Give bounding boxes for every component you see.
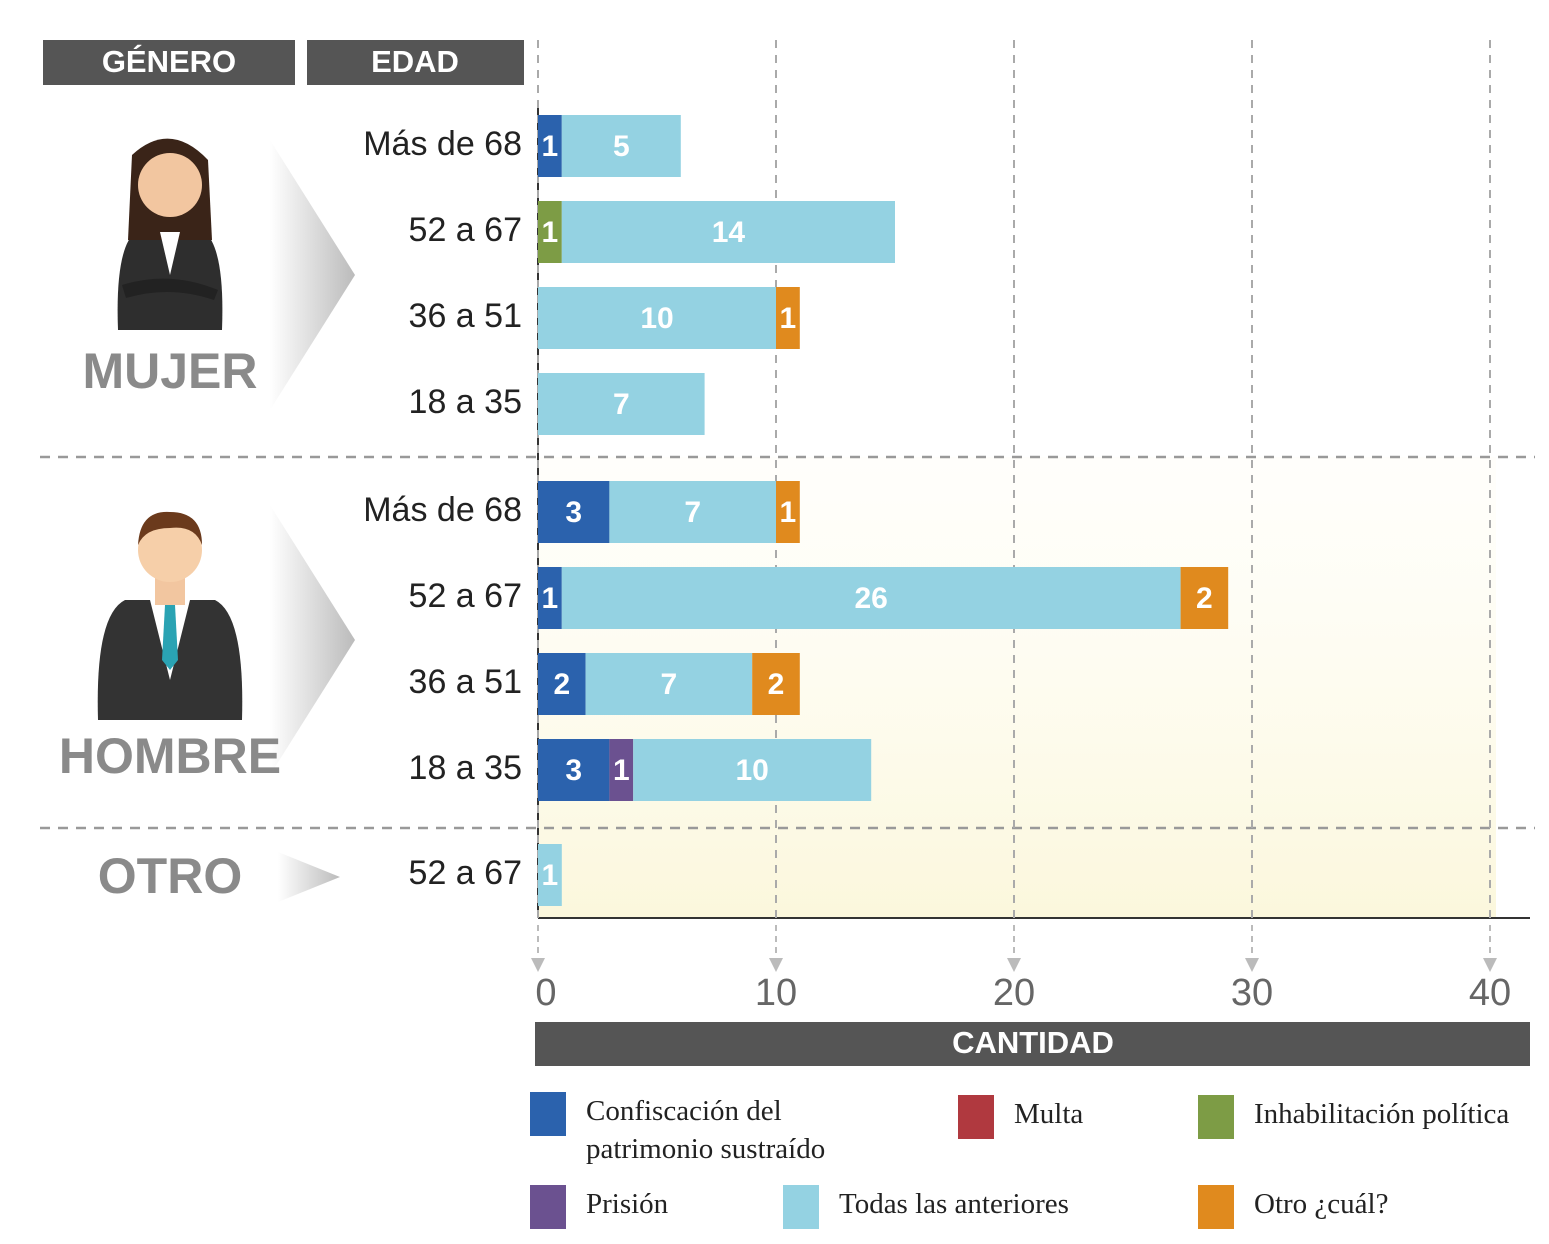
legend-swatch <box>1198 1185 1234 1229</box>
bar-segment <box>561 201 895 263</box>
y-tick-label: 52 a 67 <box>409 577 522 615</box>
header-box <box>43 40 295 85</box>
legend-label: Confiscación del patrimonio sustraído <box>586 1095 826 1165</box>
bar-segment <box>538 201 562 263</box>
tick-arrow <box>531 958 545 972</box>
value-label: 3 <box>565 496 582 529</box>
bar-segment <box>538 287 776 349</box>
y-tick-label: 18 a 35 <box>409 383 522 421</box>
header: GÉNERO <box>102 44 236 79</box>
chevron <box>270 140 355 410</box>
legend-label: Prisión <box>586 1188 669 1220</box>
y-tick-label: 52 a 67 <box>409 211 522 249</box>
legend-item: Confiscación del patrimonio sustraído <box>530 1092 916 1168</box>
y-tick-label: 18 a 35 <box>409 749 522 787</box>
bar-segment <box>1180 567 1229 629</box>
value-label: 1 <box>613 754 630 787</box>
legend-swatch <box>783 1185 819 1229</box>
bar-segment <box>538 844 562 906</box>
legend-swatch <box>958 1095 994 1139</box>
value-label: 1 <box>780 302 797 335</box>
value-label: 7 <box>613 388 630 421</box>
legend-item: Otro ¿cuál? <box>1198 1185 1388 1229</box>
value-label: 5 <box>613 130 630 163</box>
bar-segment <box>538 567 562 629</box>
value-label: 1 <box>542 130 559 163</box>
woman-icon <box>117 138 223 330</box>
bar-segment <box>776 481 800 543</box>
group-label: MUJER <box>82 343 257 399</box>
value-label: 3 <box>565 754 582 787</box>
chevron <box>270 505 355 775</box>
legend-item: Prisión <box>530 1185 668 1229</box>
y-tick-label: Más de 68 <box>363 491 522 529</box>
bar-segment <box>776 287 800 349</box>
value-label: 1 <box>542 582 559 615</box>
value-label: 1 <box>542 859 559 892</box>
x-tick-label: 30 <box>1231 972 1273 1014</box>
legend-item: Multa <box>958 1095 1083 1139</box>
group-label: OTRO <box>98 848 242 904</box>
bar-segment <box>633 739 872 801</box>
bar-segment <box>538 653 586 715</box>
header-box <box>307 40 524 85</box>
bar-segment <box>561 115 681 177</box>
value-label: 10 <box>640 302 673 335</box>
x-tick-label: 0 <box>535 972 556 1014</box>
x-tick-label: 10 <box>755 972 797 1014</box>
y-tick-label: Más de 68 <box>363 125 522 163</box>
value-label: 10 <box>736 754 769 787</box>
legend-swatch <box>530 1092 566 1136</box>
x-tick-label: 20 <box>993 972 1035 1014</box>
man-icon <box>97 511 243 720</box>
value-label: 1 <box>780 496 797 529</box>
value-label: 14 <box>712 216 746 249</box>
axis-label-box <box>535 1022 1530 1066</box>
legend-swatch <box>1198 1095 1234 1139</box>
value-label: 7 <box>661 668 678 701</box>
legend-swatch <box>530 1185 566 1229</box>
legend-label: Multa <box>1014 1098 1084 1130</box>
chevron <box>278 852 340 902</box>
bar-segment <box>609 739 634 801</box>
x-axis-label: CANTIDAD <box>952 1025 1114 1060</box>
legend-label: Todas las anteriores <box>839 1188 1069 1220</box>
tick-arrow <box>1007 958 1021 972</box>
value-label: 2 <box>768 668 785 701</box>
bar-segment <box>538 115 562 177</box>
value-label: 1 <box>542 216 559 249</box>
value-label: 2 <box>1196 582 1213 615</box>
tick-arrow <box>769 958 783 972</box>
y-tick-label: 52 a 67 <box>409 854 522 892</box>
x-tick-label: 40 <box>1469 972 1511 1014</box>
bar-segment <box>752 653 800 715</box>
legend-item: Inhabilitación política <box>1198 1095 1509 1139</box>
header: EDAD <box>371 44 459 79</box>
bar-segment <box>538 373 705 435</box>
value-label: 2 <box>553 668 570 701</box>
legend-item: Todas las anteriores <box>783 1185 1069 1229</box>
bar-segment <box>538 739 610 801</box>
y-tick-label: 36 a 51 <box>409 663 522 701</box>
value-label: 7 <box>684 496 701 529</box>
group-label: HOMBRE <box>59 728 281 784</box>
y-tick-label: 36 a 51 <box>409 297 522 335</box>
tick-arrow <box>1245 958 1259 972</box>
bar-segment <box>561 567 1181 629</box>
tick-arrow <box>1483 958 1497 972</box>
legend-label: Otro ¿cuál? <box>1254 1188 1389 1220</box>
bar-segment <box>538 481 610 543</box>
bar-segment <box>585 653 753 715</box>
legend-label: Inhabilitación política <box>1254 1098 1510 1130</box>
value-label: 26 <box>855 582 888 615</box>
bar-segment <box>609 481 776 543</box>
